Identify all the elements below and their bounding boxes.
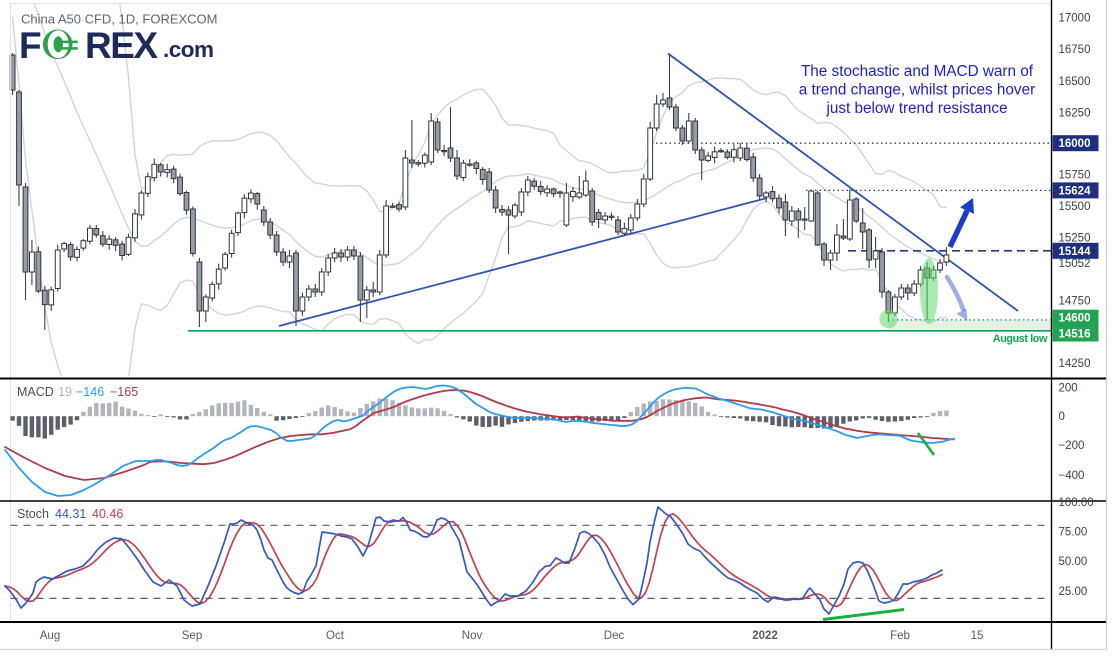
svg-text:16500: 16500 (1059, 76, 1091, 88)
svg-text:.com: .com (163, 37, 214, 62)
svg-text:The stochastic and MACD warn o: The stochastic and MACD warn of (801, 63, 1034, 80)
svg-text:15624: 15624 (1059, 185, 1092, 197)
svg-text:15750: 15750 (1059, 170, 1091, 182)
svg-text:MACD: MACD (17, 385, 54, 399)
svg-text:Nov: Nov (462, 630, 483, 642)
svg-text:16000: 16000 (1059, 138, 1091, 150)
svg-text:200: 200 (1059, 383, 1078, 395)
svg-text:14750: 14750 (1059, 296, 1091, 308)
svg-text:14250: 14250 (1059, 358, 1091, 370)
svg-text:100.00: 100.00 (1059, 497, 1094, 509)
svg-text:−146: −146 (76, 385, 104, 399)
svg-text:just below trend resistance: just below trend resistance (825, 100, 1007, 117)
svg-text:Oct: Oct (326, 630, 345, 642)
svg-text:Feb: Feb (890, 630, 910, 642)
svg-text:15500: 15500 (1059, 201, 1091, 213)
svg-text:16750: 16750 (1059, 44, 1091, 56)
svg-text:16250: 16250 (1059, 107, 1091, 119)
svg-text:15250: 15250 (1059, 233, 1091, 245)
svg-text:−165: −165 (110, 385, 138, 399)
svg-text:China A50 CFD, 1D, FOREXCOM: China A50 CFD, 1D, FOREXCOM (21, 12, 218, 27)
svg-text:50.00: 50.00 (1059, 556, 1088, 568)
svg-text:August low: August low (993, 333, 1048, 345)
svg-text:−200: −200 (1059, 440, 1085, 452)
svg-text:a trend change, whilst prices: a trend change, whilst prices hover (799, 81, 1035, 98)
svg-text:Sep: Sep (182, 630, 202, 642)
svg-text:REX: REX (85, 25, 158, 66)
svg-text:25.00: 25.00 (1059, 586, 1088, 598)
svg-text:44.31: 44.31 (55, 507, 86, 521)
svg-text:0: 0 (1059, 411, 1065, 423)
svg-text:15144: 15144 (1059, 246, 1092, 258)
svg-text:75.00: 75.00 (1059, 527, 1088, 539)
svg-text:2022: 2022 (752, 630, 778, 642)
svg-text:40.46: 40.46 (92, 507, 123, 521)
svg-text:Stoch: Stoch (17, 507, 49, 521)
svg-text:17000: 17000 (1059, 12, 1091, 24)
svg-text:−400: −400 (1059, 470, 1085, 482)
svg-text:Aug: Aug (40, 630, 60, 642)
svg-text:Dec: Dec (604, 630, 625, 642)
svg-text:15: 15 (971, 630, 984, 642)
svg-text:19: 19 (58, 385, 72, 399)
svg-text:14516: 14516 (1059, 329, 1091, 341)
svg-text:14600: 14600 (1059, 313, 1091, 325)
svg-text:15052: 15052 (1059, 258, 1091, 270)
svg-text:F: F (19, 25, 42, 66)
